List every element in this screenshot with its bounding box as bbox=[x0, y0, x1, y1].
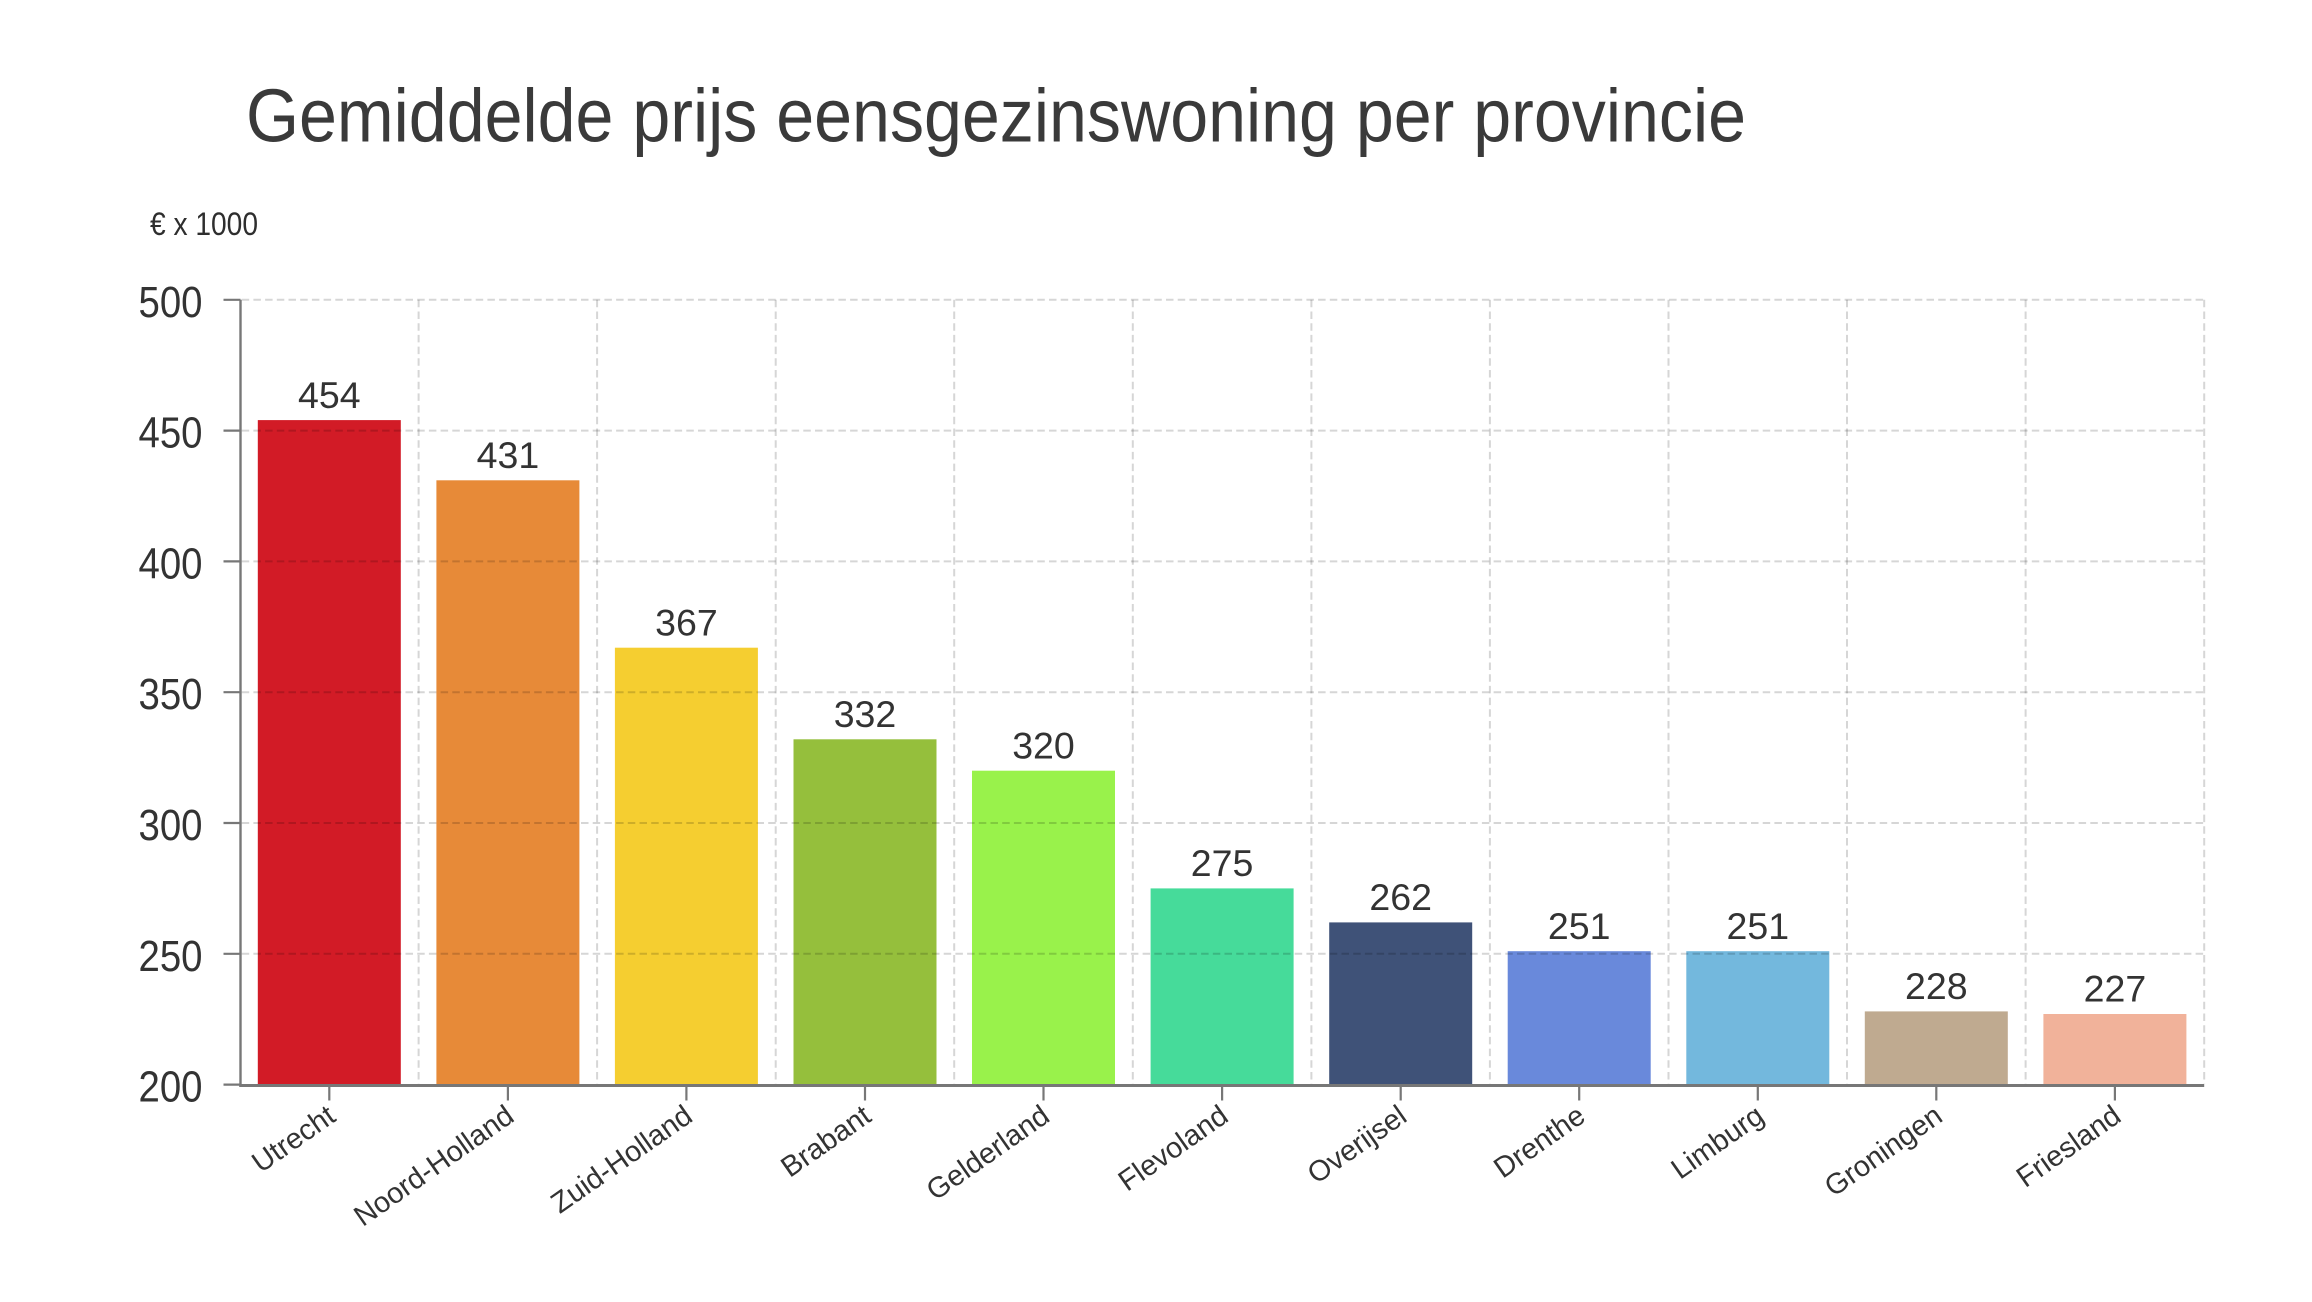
svg-text:320: 320 bbox=[1012, 724, 1075, 766]
svg-text:431: 431 bbox=[477, 434, 540, 476]
svg-text:228: 228 bbox=[1905, 965, 1968, 1007]
svg-text:450: 450 bbox=[139, 409, 203, 458]
svg-text:454: 454 bbox=[298, 374, 361, 416]
svg-text:332: 332 bbox=[834, 693, 897, 735]
svg-text:300: 300 bbox=[139, 801, 203, 850]
svg-text:Gemiddelde prijs eensgezinswon: Gemiddelde prijs eensgezinswoning per pr… bbox=[246, 74, 1746, 158]
svg-text:367: 367 bbox=[655, 601, 718, 643]
svg-text:200: 200 bbox=[139, 1063, 203, 1112]
svg-text:250: 250 bbox=[139, 932, 203, 981]
svg-text:350: 350 bbox=[139, 670, 203, 719]
svg-text:275: 275 bbox=[1191, 842, 1254, 884]
svg-text:262: 262 bbox=[1369, 876, 1432, 918]
svg-text:251: 251 bbox=[1727, 905, 1790, 947]
svg-text:400: 400 bbox=[139, 539, 203, 588]
svg-text:€ x 1000: € x 1000 bbox=[150, 206, 258, 242]
svg-text:251: 251 bbox=[1548, 905, 1611, 947]
svg-text:500: 500 bbox=[139, 278, 203, 327]
svg-text:227: 227 bbox=[2084, 968, 2147, 1010]
